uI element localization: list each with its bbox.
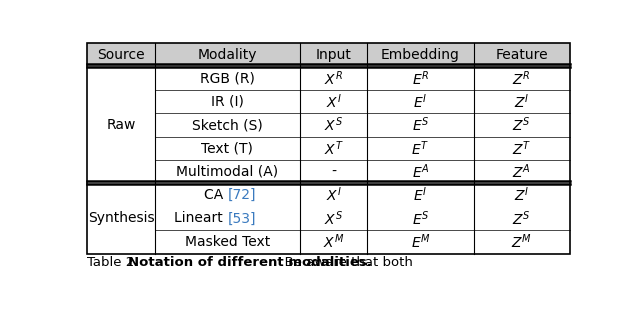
Text: Modality: Modality (198, 48, 257, 62)
Text: IR (I): IR (I) (211, 95, 244, 109)
Text: Source: Source (97, 48, 145, 62)
Bar (300, 160, 367, 184)
Bar (300, 43, 367, 67)
Bar (367, 230, 474, 254)
Text: Raw: Raw (106, 118, 136, 132)
Text: $X^S$: $X^S$ (324, 209, 343, 228)
Bar (474, 67, 570, 90)
Text: $Z^M$: $Z^M$ (511, 233, 532, 251)
Bar (155, 114, 300, 137)
Text: $E^S$: $E^S$ (412, 116, 429, 134)
Text: Lineart: Lineart (174, 212, 227, 225)
Text: Input: Input (316, 48, 351, 62)
Text: $E^A$: $E^A$ (412, 163, 429, 181)
Bar (88, 230, 155, 254)
Text: Masked Text: Masked Text (185, 235, 270, 249)
Bar (155, 43, 300, 67)
Text: $Z^T$: $Z^T$ (512, 139, 531, 158)
Text: $X^T$: $X^T$ (324, 139, 344, 158)
Text: Multimodal (A): Multimodal (A) (177, 165, 278, 179)
Bar (367, 137, 474, 160)
Bar (474, 114, 570, 137)
Bar (88, 43, 155, 67)
Bar (155, 230, 300, 254)
Text: Text (T): Text (T) (202, 141, 253, 155)
Text: Notation of different modalities.: Notation of different modalities. (128, 256, 372, 269)
Text: $E^S$: $E^S$ (412, 209, 429, 228)
Bar (88, 90, 155, 114)
Text: $X^M$: $X^M$ (323, 233, 344, 251)
Bar (88, 207, 155, 230)
Bar (474, 160, 570, 184)
Bar (300, 184, 367, 207)
Text: $X^I$: $X^I$ (326, 92, 341, 111)
Text: $Z^I$: $Z^I$ (514, 92, 529, 111)
Text: $X^S$: $X^S$ (324, 116, 343, 134)
Bar (367, 184, 474, 207)
Text: -: - (331, 165, 336, 179)
Bar (88, 67, 155, 90)
Bar (367, 160, 474, 184)
Bar (300, 90, 367, 114)
Bar (474, 43, 570, 67)
Text: Feature: Feature (495, 48, 548, 62)
Text: $Z^S$: $Z^S$ (513, 209, 531, 228)
Text: Synthesis: Synthesis (88, 212, 154, 225)
Text: CA: CA (204, 188, 227, 202)
Text: Table 2.: Table 2. (88, 256, 145, 269)
Bar (88, 114, 155, 137)
Text: $E^I$: $E^I$ (413, 92, 428, 111)
Bar (367, 207, 474, 230)
Bar (155, 137, 300, 160)
Bar (367, 43, 474, 67)
Text: $X^R$: $X^R$ (324, 69, 343, 88)
Bar (300, 207, 367, 230)
Bar (300, 67, 367, 90)
Text: $Z^S$: $Z^S$ (513, 116, 531, 134)
Bar (474, 137, 570, 160)
Text: RGB (R): RGB (R) (200, 71, 255, 85)
Bar (88, 160, 155, 184)
Text: Be aware that both: Be aware that both (278, 256, 413, 269)
Bar (88, 184, 155, 207)
Text: $Z^R$: $Z^R$ (513, 69, 531, 88)
Bar (155, 184, 300, 207)
Bar (474, 207, 570, 230)
Bar (88, 43, 570, 254)
Text: [72]: [72] (227, 188, 256, 202)
Text: $E^M$: $E^M$ (410, 233, 430, 251)
Text: $E^I$: $E^I$ (413, 186, 428, 204)
Text: $E^R$: $E^R$ (412, 69, 429, 88)
Text: $E^T$: $E^T$ (412, 139, 429, 158)
Text: [53]: [53] (227, 212, 256, 225)
Bar (88, 137, 155, 160)
Bar (155, 207, 300, 230)
Bar (155, 90, 300, 114)
Bar (367, 90, 474, 114)
Text: Embedding: Embedding (381, 48, 460, 62)
Bar (367, 67, 474, 90)
Bar (300, 137, 367, 160)
Text: $Z^I$: $Z^I$ (514, 186, 529, 204)
Text: Sketch (S): Sketch (S) (192, 118, 263, 132)
Bar (367, 114, 474, 137)
Text: $X^I$: $X^I$ (326, 186, 341, 204)
Bar (300, 114, 367, 137)
Bar (155, 160, 300, 184)
Bar (300, 230, 367, 254)
Bar (474, 184, 570, 207)
Bar (155, 67, 300, 90)
Bar (474, 90, 570, 114)
Text: $Z^A$: $Z^A$ (513, 163, 531, 181)
Bar (474, 230, 570, 254)
